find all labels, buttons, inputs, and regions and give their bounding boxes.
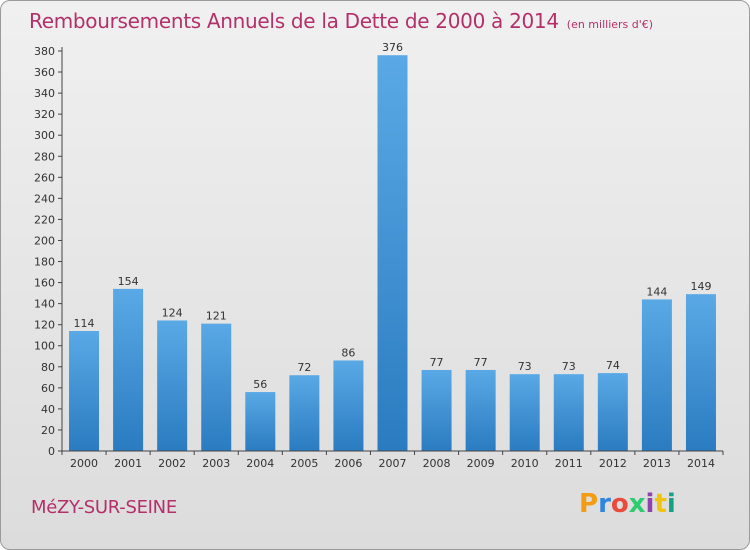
y-tick-label: 320	[34, 108, 55, 121]
x-tick-label: 2001	[114, 457, 142, 470]
y-tick-label: 260	[34, 171, 55, 184]
bar-2011	[553, 374, 584, 451]
x-tick-label: 2006	[334, 457, 362, 470]
x-tick-label: 2003	[202, 457, 230, 470]
logo-letter: r	[598, 489, 611, 519]
chart-subtitle: (en milliers d'€)	[566, 18, 654, 31]
y-tick-label: 300	[34, 129, 55, 142]
y-tick-label: 120	[34, 319, 55, 332]
bar-2004	[245, 392, 276, 451]
bar-2010	[509, 374, 540, 451]
y-tick-label: 380	[34, 45, 55, 58]
y-tick-label: 240	[34, 192, 55, 205]
logo-letter: i	[666, 489, 676, 519]
x-tick-label: 2009	[467, 457, 495, 470]
bar-2002	[157, 320, 188, 451]
y-tick-label: 40	[41, 403, 55, 416]
x-tick-label: 2010	[511, 457, 539, 470]
bar-2008	[421, 369, 452, 451]
y-tick-label: 20	[41, 424, 55, 437]
bar-value-label: 124	[162, 306, 183, 319]
bar-value-label: 73	[518, 360, 532, 373]
logo-letter: t	[654, 489, 667, 519]
y-tick-label: 100	[34, 340, 55, 353]
bar-value-label: 376	[382, 41, 403, 54]
bar-value-label: 121	[206, 310, 227, 323]
y-tick-label: 160	[34, 277, 55, 290]
bar-2001	[113, 288, 144, 451]
logo-letter: x	[628, 489, 646, 519]
bar-value-label: 114	[74, 317, 95, 330]
bar-value-label: 86	[341, 346, 355, 359]
bar-2012	[597, 373, 628, 451]
bar-value-label: 72	[297, 361, 311, 374]
bar-2006	[333, 360, 364, 451]
bars: 114 154 124 121 56 72 86 376 77 77 73 73 74 144 149	[69, 41, 716, 452]
x-tick-label: 2014	[687, 457, 715, 470]
y-tick-label: 340	[34, 87, 55, 100]
y-tick-label: 280	[34, 150, 55, 163]
y-axis: 0 20 40 60 80 100 120 140 160 180 200 220 240 260 280 3…	[34, 45, 63, 458]
x-tick-label: 2004	[246, 457, 274, 470]
x-tick-label: 2011	[555, 457, 583, 470]
bar-value-label: 56	[253, 378, 267, 391]
y-tick-label: 200	[34, 234, 55, 247]
x-tick-label: 2007	[379, 457, 407, 470]
x-axis: 2000 2001 2002 2003 2004 2005 2006 2007 2008 2009…	[61, 450, 724, 470]
chart-title: Remboursements Annuels de la Dette de 20…	[29, 9, 653, 33]
logo-letter: i	[645, 489, 655, 519]
bar-value-label: 154	[118, 275, 139, 288]
y-tick-label: 360	[34, 66, 55, 79]
bar-2007	[377, 55, 408, 452]
bar-value-label: 74	[606, 359, 620, 372]
bar-2000	[69, 331, 100, 451]
x-tick-label: 2005	[290, 457, 318, 470]
y-tick-label: 0	[48, 445, 55, 458]
chart-title-text: Remboursements Annuels de la Dette de 20…	[29, 9, 559, 33]
x-tick-label: 2008	[423, 457, 451, 470]
x-tick-label: 2000	[70, 457, 98, 470]
proxiti-logo: Proxiti	[579, 489, 676, 519]
y-tick-label: 140	[34, 298, 55, 311]
bar-2009	[465, 369, 496, 451]
y-tick-label: 80	[41, 361, 55, 374]
bar-value-label: 144	[646, 285, 667, 298]
x-tick-label: 2013	[643, 457, 671, 470]
x-tick-label: 2002	[158, 457, 186, 470]
bar-value-label: 73	[562, 360, 576, 373]
y-tick-label: 180	[34, 256, 55, 269]
x-tick-label: 2012	[599, 457, 627, 470]
logo-letter: o	[610, 489, 629, 519]
logo-letter: P	[579, 489, 599, 519]
bar-value-label: 77	[474, 356, 488, 369]
bar-2003	[201, 323, 232, 451]
y-tick-label: 60	[41, 382, 55, 395]
y-tick-label: 220	[34, 213, 55, 226]
bar-2014	[685, 294, 716, 451]
bar-2005	[289, 375, 320, 451]
commune-name: MéZY-SUR-SEINE	[31, 497, 177, 518]
bar-value-label: 77	[430, 356, 444, 369]
bar-value-label: 149	[690, 280, 711, 293]
bar-2013	[641, 299, 672, 451]
